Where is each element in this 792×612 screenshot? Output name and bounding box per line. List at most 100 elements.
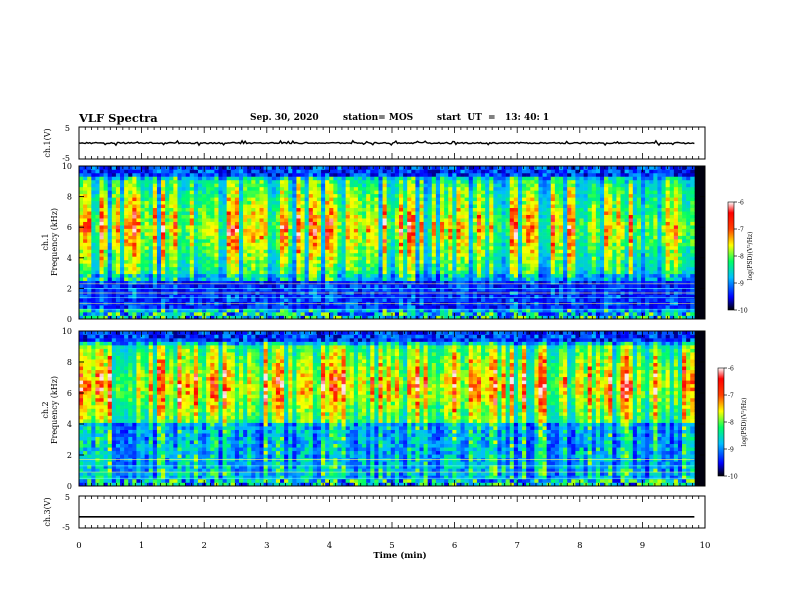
spectrogram-cell [423, 169, 428, 174]
spectrogram-cell [210, 221, 215, 226]
spectrogram-cell [259, 294, 264, 299]
spectrogram-cell [177, 245, 182, 250]
spectrogram-cell [337, 169, 342, 174]
spectrogram-cell [394, 263, 400, 268]
spectrogram-cell [263, 228, 269, 233]
spectrogram-cell [366, 308, 371, 313]
spectrogram-cell [156, 166, 162, 170]
spectrogram-cell [152, 305, 158, 309]
spectrogram-cell [345, 308, 351, 313]
spectrogram-cell [522, 263, 527, 268]
spectrogram-cell [366, 287, 371, 292]
spectrogram-cell [394, 166, 400, 170]
spectrogram-cell [431, 266, 437, 271]
spectrogram-cell [362, 239, 367, 243]
spectrogram-cell [189, 232, 195, 236]
spectrogram-cell [386, 211, 392, 215]
spectrogram-cell [181, 298, 186, 302]
spectrogram-cell [538, 166, 543, 170]
spectrogram-cell [321, 294, 326, 299]
spectrogram-cell [472, 273, 478, 278]
spectrogram-cell [513, 190, 519, 195]
spectrogram-cell [165, 242, 170, 247]
spectrogram-cell [534, 166, 539, 170]
spectrogram-cell [177, 298, 182, 302]
spectrogram-cell [263, 176, 269, 181]
spectrogram-cell [132, 259, 137, 264]
spectrogram-cell [464, 263, 470, 268]
spectrogram-cell [468, 294, 474, 299]
spectrogram-cell [267, 190, 273, 195]
spectrogram-cell [444, 266, 449, 271]
spectrogram-cell [79, 242, 84, 247]
spectrogram-cell [374, 239, 379, 243]
spectrogram-cell [423, 218, 428, 222]
spectrogram-cell [259, 166, 264, 170]
spectrogram-cell [210, 169, 215, 174]
spectrogram-cell [267, 197, 273, 202]
spectrogram-cell [333, 228, 338, 233]
spectrogram-cell [284, 221, 289, 226]
spectrogram-cell [489, 221, 494, 226]
spectrogram-cell [362, 214, 367, 219]
spectrogram-cell [321, 232, 326, 236]
spectrogram-cell [193, 197, 199, 202]
spectrogram-cell [362, 176, 367, 181]
spectrogram-cell [107, 284, 113, 289]
spectrogram-cell [517, 176, 523, 181]
spectrogram-cell [509, 169, 515, 174]
spectrogram-cell [124, 259, 129, 264]
spectrogram-cell [161, 207, 166, 212]
spectrogram-cell [316, 280, 322, 285]
spectrogram-cell [460, 214, 465, 219]
spectrogram-cell [234, 242, 240, 247]
spectrogram-cell [345, 190, 351, 195]
spectrogram-cell [530, 252, 535, 257]
spectrogram-cell [99, 284, 104, 289]
spectrogram-cell [460, 225, 465, 229]
spectrogram-cell [370, 221, 375, 226]
spectrogram-cell [243, 273, 248, 278]
spectrogram-cell [505, 166, 511, 170]
spectrogram-cell [107, 169, 113, 174]
spectrogram-cell [427, 228, 433, 233]
spectrogram-cell [87, 315, 92, 320]
spectrogram-cell [161, 221, 166, 226]
spectrogram-cell [325, 228, 330, 233]
spectrogram-cell [481, 245, 486, 250]
spectrogram-cell [509, 287, 515, 292]
spectrogram-cell [218, 280, 223, 285]
spectrogram-cell [427, 172, 433, 177]
spectrogram-cell [173, 218, 178, 222]
spectrogram-cell [337, 249, 342, 254]
spectrogram-cell [485, 266, 490, 271]
spectrogram-cell [316, 228, 322, 233]
spectrogram-cell [357, 245, 363, 250]
spectrogram-cell [87, 186, 92, 191]
spectrogram-cell [177, 186, 182, 191]
spectrogram-cell [423, 197, 428, 202]
spectrogram-cell [161, 235, 166, 240]
spectrogram-cell [177, 166, 182, 170]
spectrogram-cell [481, 287, 486, 292]
spectrogram-cell [263, 239, 269, 243]
spectrogram-cell [238, 266, 244, 271]
spectrogram-cell [111, 211, 117, 215]
spectrogram-cell [378, 284, 383, 289]
spectrogram-cell [325, 225, 330, 229]
spectrogram-cell [210, 166, 215, 170]
spectrogram-cell [485, 179, 490, 184]
spectrogram-cell [468, 242, 474, 247]
spectrogram-cell [468, 197, 474, 202]
spectrogram-cell [140, 245, 145, 250]
spectrogram-cell [440, 204, 445, 209]
spectrogram-cell [193, 228, 199, 233]
spectrogram-cell [156, 280, 162, 285]
spectrogram-cell [517, 270, 523, 275]
spectrogram-cell [214, 207, 219, 212]
spectrogram-cell [177, 197, 182, 202]
spectrogram-cell [534, 315, 539, 320]
spectrogram-cell [267, 221, 273, 226]
spectrogram-cell [378, 252, 383, 257]
spectrogram-cell [144, 166, 150, 170]
